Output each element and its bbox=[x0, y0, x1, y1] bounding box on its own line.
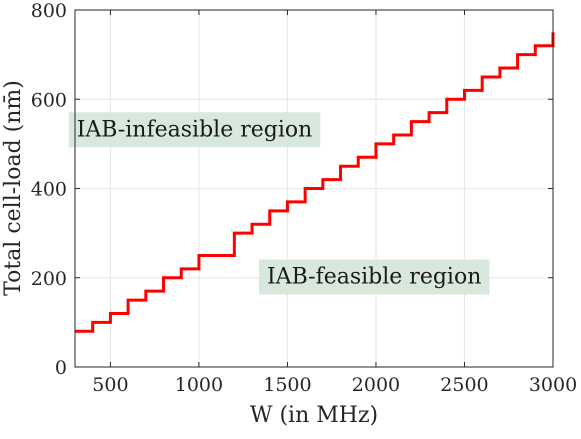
data-point bbox=[145, 290, 147, 292]
series-line bbox=[75, 32, 555, 333]
y-tick-label: 600 bbox=[31, 89, 67, 111]
data-point bbox=[481, 76, 483, 78]
y-tick-label: 400 bbox=[31, 179, 67, 201]
data-point bbox=[499, 67, 501, 69]
x-tick-label: 3000 bbox=[529, 374, 577, 396]
data-point bbox=[216, 254, 218, 257]
y-tick-label: 200 bbox=[31, 268, 67, 290]
annotation-box bbox=[258, 259, 490, 295]
annotation-box bbox=[68, 112, 321, 148]
data-point bbox=[339, 165, 342, 167]
data-point bbox=[393, 134, 395, 136]
x-axis-label: W (in MHz) bbox=[250, 403, 378, 428]
x-tick-label: 2000 bbox=[352, 374, 400, 396]
data-point bbox=[304, 187, 306, 190]
data-point bbox=[198, 254, 200, 257]
annotation-text: IAB-infeasible region bbox=[77, 117, 313, 142]
data-point bbox=[269, 210, 271, 212]
data-point bbox=[410, 120, 412, 123]
data-point bbox=[446, 98, 448, 100]
data-point bbox=[180, 268, 182, 270]
data-point bbox=[233, 232, 235, 234]
data-point bbox=[463, 89, 466, 91]
data-point bbox=[357, 156, 359, 158]
x-tick-label: 500 bbox=[92, 374, 128, 396]
ticks: 500 1000 1500 2000 2500 3000 0 200 400 600 800 bbox=[31, 0, 577, 396]
annotation-2: IAB-feasible region bbox=[258, 259, 490, 295]
y-tick-label: 0 bbox=[55, 357, 67, 379]
data-point bbox=[428, 112, 430, 114]
y-tick-label: 800 bbox=[31, 0, 67, 22]
x-tick-label: 1500 bbox=[263, 374, 311, 396]
annotation-text: IAB-feasible region bbox=[267, 265, 481, 290]
data-point bbox=[534, 45, 536, 47]
x-tick-label: 2500 bbox=[440, 374, 488, 396]
data-point bbox=[516, 54, 519, 56]
data-point bbox=[109, 312, 112, 315]
data-point bbox=[92, 321, 94, 323]
y-axis-label: Total cell-load (nm̄) bbox=[1, 80, 26, 296]
annotation-1: IAB-infeasible region bbox=[68, 112, 321, 148]
x-tick-label: 1000 bbox=[175, 374, 223, 396]
data-point bbox=[286, 201, 289, 203]
data-point bbox=[251, 223, 253, 225]
data-point bbox=[375, 143, 377, 145]
data-point bbox=[127, 299, 129, 301]
data-point bbox=[322, 178, 324, 181]
annotation-layer: IAB-infeasible region IAB-feasible region bbox=[68, 112, 490, 295]
data-point bbox=[162, 277, 165, 279]
